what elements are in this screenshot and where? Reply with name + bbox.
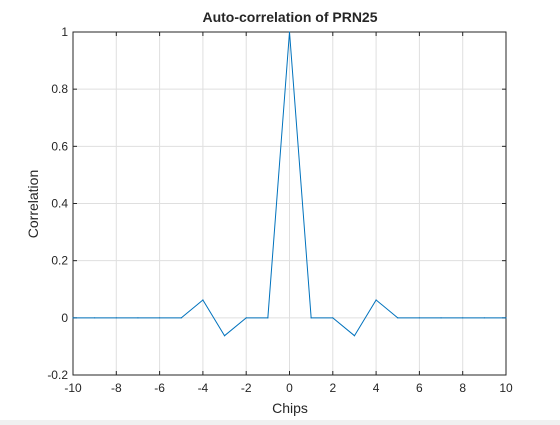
data-point: [180, 317, 182, 319]
x-tick-label: -4: [198, 381, 209, 395]
x-tick-label: -8: [111, 381, 122, 395]
data-point: [310, 317, 312, 319]
x-tick-label: -6: [154, 381, 165, 395]
data-point: [267, 317, 269, 319]
y-tick-label: 0: [61, 311, 68, 325]
chart-title: Auto-correlation of PRN25: [202, 9, 377, 25]
data-point: [202, 299, 204, 301]
x-tick-label: 6: [416, 381, 423, 395]
y-tick-label: 0.6: [51, 139, 68, 153]
y-tick-label: 0.2: [51, 254, 68, 268]
grid: [72, 31, 507, 376]
data-point: [397, 317, 399, 319]
x-tick-label: -2: [241, 381, 252, 395]
y-tick-label: 1: [61, 25, 68, 39]
data-point: [72, 317, 74, 319]
data-point: [137, 317, 139, 319]
y-axis-label: Correlation: [25, 170, 41, 238]
data-point: [288, 31, 291, 33]
data-point: [375, 299, 377, 301]
data-point: [223, 335, 226, 337]
data-point: [94, 317, 96, 319]
data-point: [332, 317, 334, 319]
data-point: [483, 317, 485, 319]
x-tick-label: -10: [64, 381, 82, 395]
data-point: [440, 317, 442, 319]
x-tick-label: 0: [286, 381, 293, 395]
data-point: [115, 317, 117, 319]
data-point: [462, 317, 464, 319]
x-tick-label: 2: [329, 381, 336, 395]
y-tick-label: 0.4: [51, 197, 68, 211]
x-tick-label: 8: [459, 381, 466, 395]
data-point: [505, 317, 507, 319]
x-tick-label: 10: [499, 381, 513, 395]
series: [72, 31, 507, 337]
ticks: -10 -8 -6 -4 -2 0 2 4 6 8 10 -0.2 0 0.2 0.4 0.6 0.8 1: [47, 25, 513, 395]
x-axis-label: Chips: [272, 400, 308, 416]
y-tick-label: -0.2: [47, 368, 68, 382]
data-point: [353, 335, 356, 337]
y-tick-label: 0.8: [51, 82, 68, 96]
x-tick-label: 4: [373, 381, 380, 395]
data-point: [159, 317, 161, 319]
data-point: [418, 317, 420, 319]
data-point: [245, 317, 247, 319]
